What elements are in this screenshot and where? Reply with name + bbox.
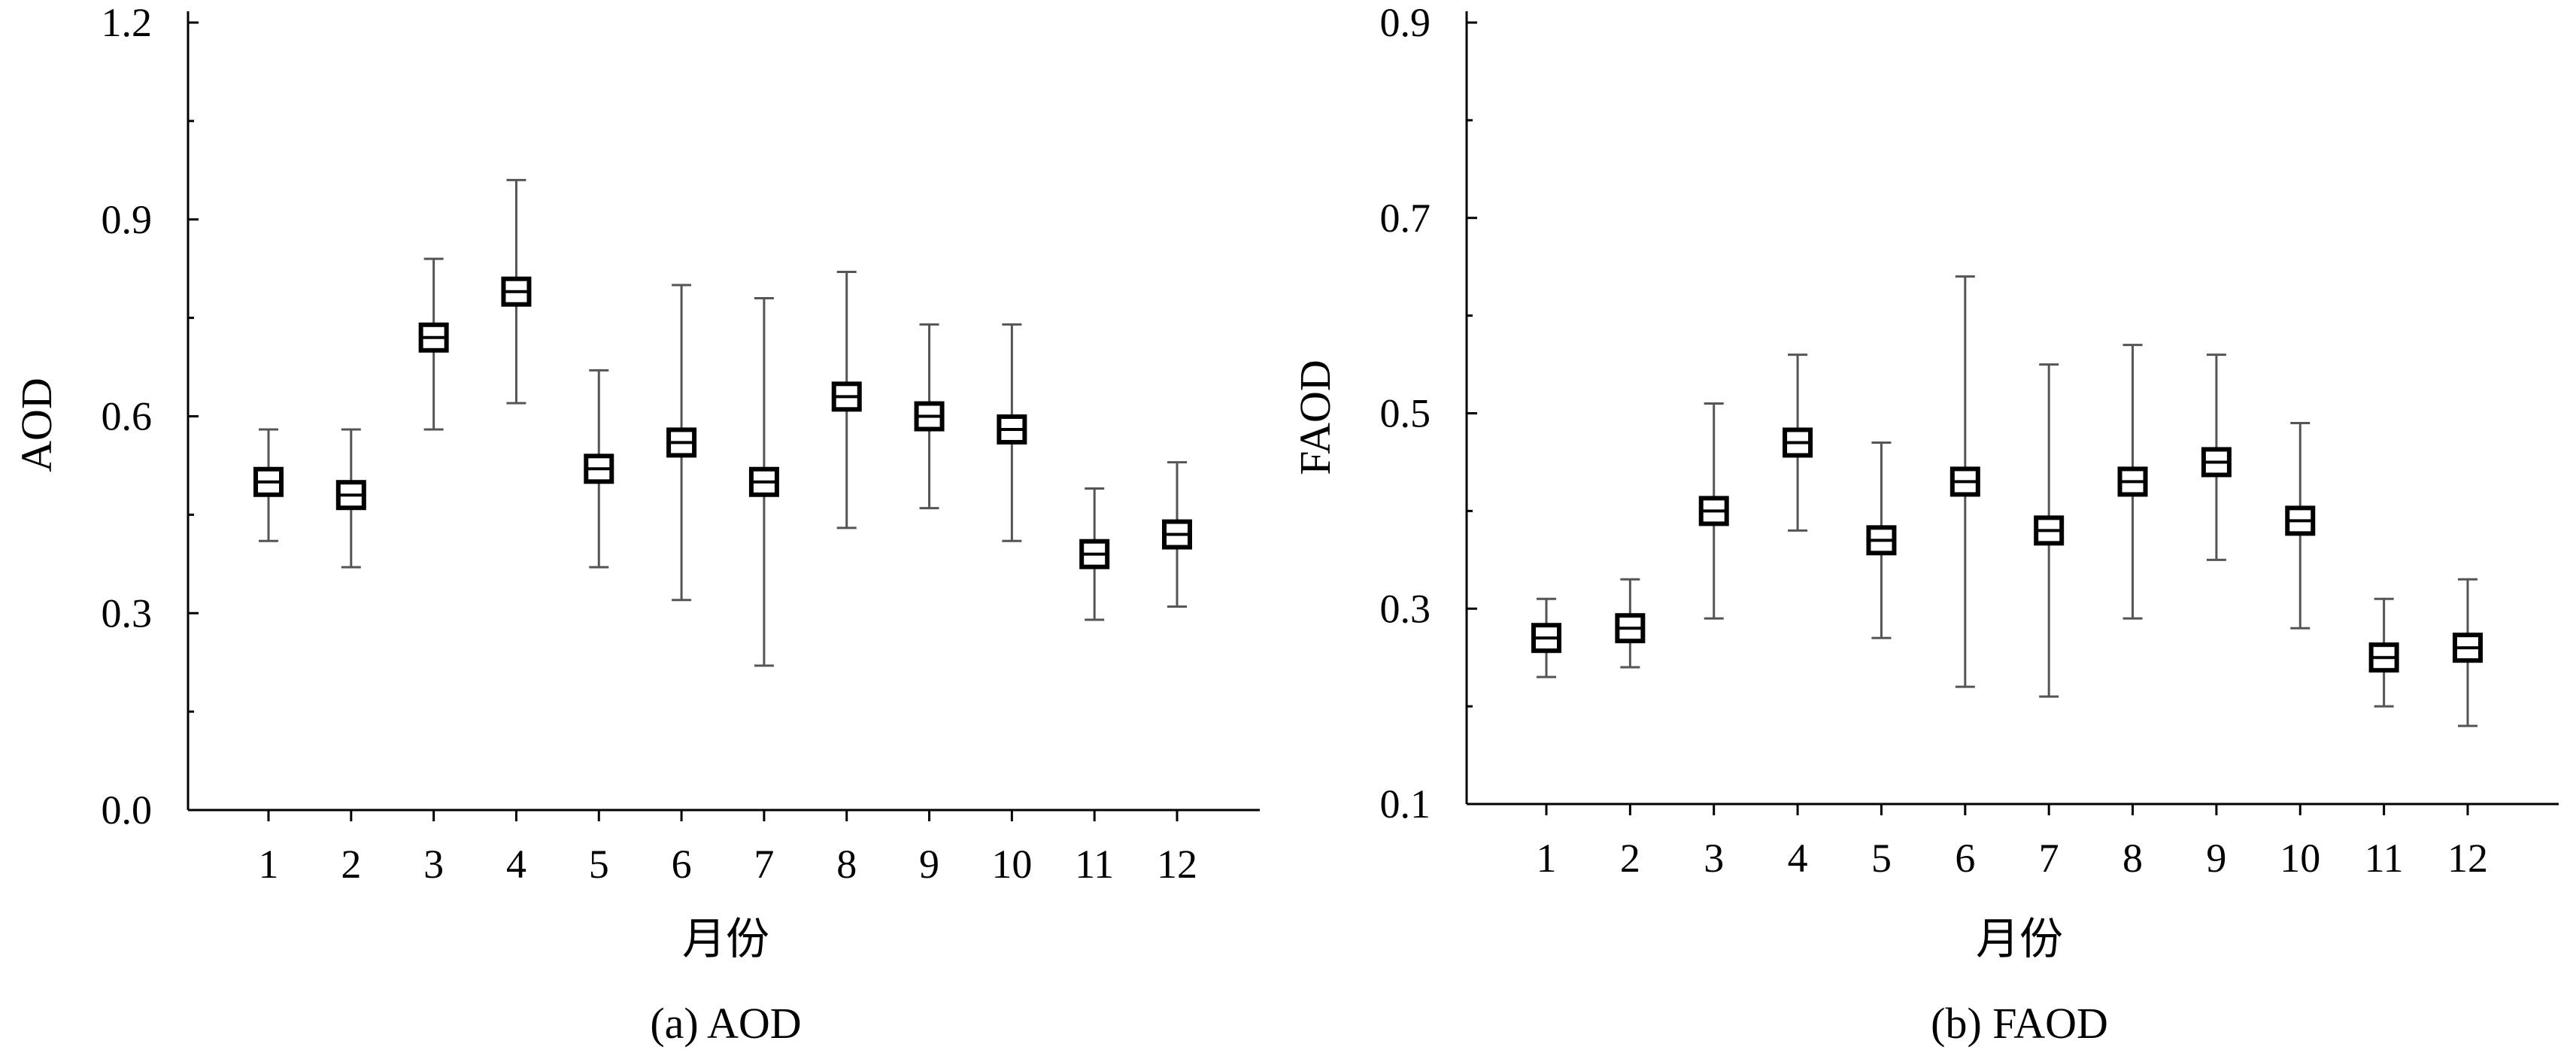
- x-tick-label: 12: [2447, 836, 2488, 881]
- x-tick-label: 11: [1075, 842, 1114, 887]
- x-tick-label: 4: [1788, 836, 1808, 881]
- chart-marks: 0.00.30.60.91.21 2 3 4 5 6 7 8 9 10 11 12: [102, 0, 1260, 887]
- x-tick-label: 8: [2122, 836, 2143, 881]
- y-tick-label: 0.1: [1380, 781, 1431, 827]
- y-tick-label: 0.6: [102, 394, 153, 439]
- x-tick-label: 10: [2280, 836, 2320, 881]
- x-axis-title: 月份: [682, 915, 769, 963]
- y-axis-title: AOD: [12, 378, 61, 472]
- x-tick-label: 12: [1157, 842, 1197, 887]
- x-tick-label: 7: [754, 842, 774, 887]
- x-tick-label: 10: [991, 842, 1032, 887]
- chart-marks: 0.10.30.50.70.91 2 3 4 5 6 7 8 9 10 11 12: [1380, 0, 2559, 881]
- x-tick-label: 2: [341, 842, 361, 887]
- x-tick-label: 7: [2039, 836, 2059, 881]
- chart-panel-aod: 0.00.30.60.91.21 2 3 4 5 6 7 8 9 10 11 12 AOD 月份 (a…: [12, 0, 1260, 1048]
- y-tick-label: 0.3: [1380, 586, 1431, 631]
- y-tick-label: 0.7: [1380, 196, 1431, 241]
- x-tick-label: 6: [672, 842, 692, 887]
- y-tick-label: 1.2: [102, 0, 153, 45]
- chart-caption: (b) FAOD: [1931, 999, 2108, 1048]
- x-axis-title: 月份: [1976, 915, 2063, 963]
- x-tick-label: 9: [919, 842, 939, 887]
- x-tick-label: 1: [259, 842, 279, 887]
- y-tick-label: 0.9: [102, 197, 153, 242]
- x-tick-label: 1: [1537, 836, 1557, 881]
- x-tick-label: 11: [2365, 836, 2404, 881]
- y-tick-label: 0.0: [102, 787, 153, 833]
- chart-panel-faod: 0.10.30.50.70.91 2 3 4 5 6 7 8 9 10 11 12 FAOD 月份 (…: [1291, 0, 2559, 1048]
- x-tick-label: 6: [1955, 836, 1975, 881]
- x-tick-label: 2: [1620, 836, 1640, 881]
- chart-caption: (a) AOD: [650, 999, 801, 1048]
- x-tick-label: 5: [1871, 836, 1892, 881]
- x-tick-label: 3: [423, 842, 444, 887]
- x-tick-label: 9: [2206, 836, 2226, 881]
- y-tick-label: 0.9: [1380, 0, 1431, 45]
- y-tick-label: 0.5: [1380, 391, 1431, 436]
- y-axis-title: FAOD: [1291, 360, 1340, 475]
- x-tick-label: 4: [506, 842, 526, 887]
- x-tick-label: 3: [1704, 836, 1724, 881]
- y-tick-label: 0.3: [102, 590, 153, 636]
- x-tick-label: 8: [836, 842, 857, 887]
- x-tick-label: 5: [589, 842, 609, 887]
